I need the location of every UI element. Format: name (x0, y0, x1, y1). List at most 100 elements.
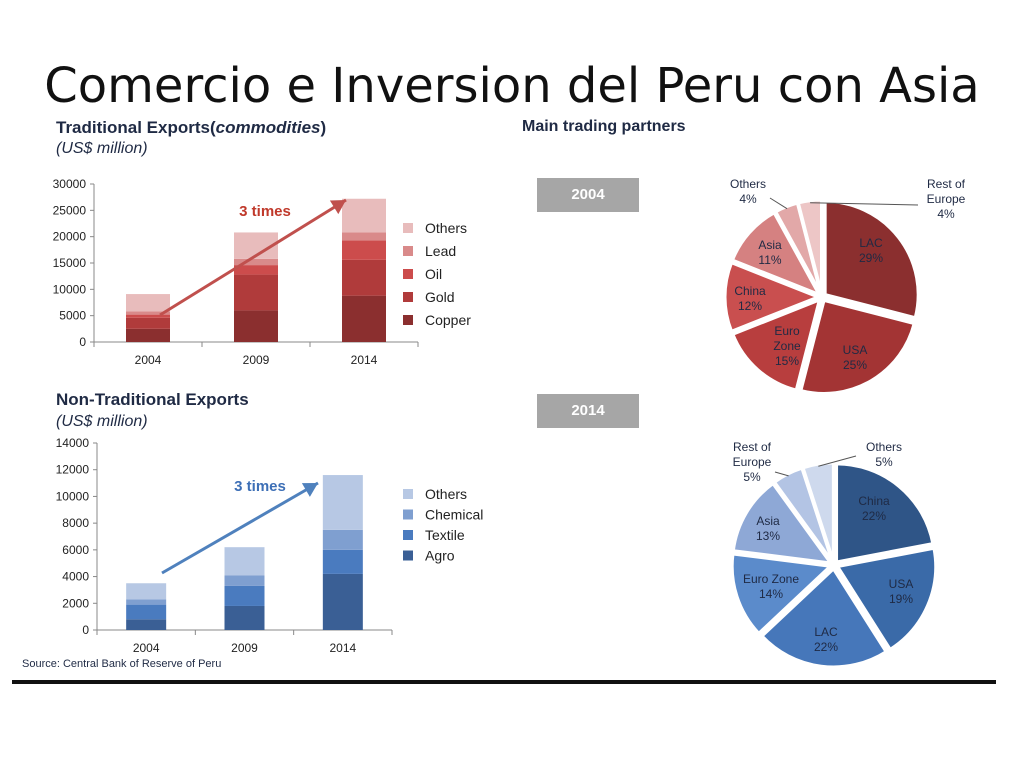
nontrad-bar-textile (224, 585, 265, 606)
nontrad-legend-swatch (403, 550, 413, 561)
pie2014-label-rest-of-europe: 5% (743, 470, 761, 484)
trad-bar-copper (234, 310, 278, 342)
nontrad-bar-textile (322, 549, 363, 574)
nontrad-y-tick-label: 2000 (62, 596, 89, 610)
pie2014-leader-others (818, 455, 857, 467)
trad-bar-gold (126, 317, 170, 329)
trad-x-tick-label: 2004 (135, 353, 162, 367)
non-traditional-exports-title: Non-Traditional Exports (56, 390, 249, 409)
trad-bar-gold (234, 274, 278, 311)
pie2004-label-euro-zone: Zone (773, 339, 801, 353)
trad-legend-swatch (403, 269, 413, 279)
nontrad-bar-others (322, 475, 363, 530)
nontrad-y-tick-label: 8000 (62, 516, 89, 530)
nontrad-y-tick-label: 12000 (56, 463, 90, 477)
nontrad-legend-swatch (403, 489, 413, 499)
traditional-exports-unit: (US$ million) (56, 140, 148, 157)
pie2004-leader-others (769, 197, 788, 210)
pie2004-label-china: 12% (738, 299, 762, 313)
nontrad-legend-label: Others (425, 486, 467, 502)
trad-bar-lead (234, 258, 278, 266)
pie2004-label-lac: LAC (859, 236, 883, 250)
pie2014-label-china: 22% (862, 509, 886, 523)
pie2004-slice-euro-zone (730, 297, 822, 392)
pie2004-label-rest-of-europe: Europe (927, 192, 966, 206)
nontrad-bar-others (126, 583, 167, 600)
pie2014-label-lac: 22% (814, 640, 838, 654)
trad-bar-lead (126, 311, 170, 315)
nontrad-y-tick-label: 6000 (62, 543, 89, 557)
nontrad-bar-chemical (126, 599, 167, 605)
trad-y-tick-label: 5000 (59, 309, 86, 323)
nontrad-bar-chemical (224, 575, 265, 586)
pie2014-slice-usa (835, 546, 938, 652)
trad-legend-label: Others (425, 220, 467, 236)
nontrad-bar-chemical (322, 529, 363, 550)
pie2004-slice-asia (730, 210, 823, 298)
nontrad-y-tick-label: 4000 (62, 570, 89, 584)
trad-bar-gold (342, 259, 386, 296)
trad-legend-swatch (403, 223, 413, 233)
trad-y-tick-label: 15000 (53, 256, 87, 270)
traditional-title-suffix: ) (320, 118, 327, 137)
trad-y-tick-label: 10000 (53, 282, 87, 296)
pie2004-slice-rest-of-europe (796, 198, 823, 294)
nontrad-bar-others (224, 547, 265, 576)
pie2004-label-asia: Asia (758, 238, 782, 252)
nontrad-x-tick-label: 2014 (329, 641, 356, 655)
trad-y-tick-label: 20000 (53, 230, 87, 244)
nontrad-legend-label: Chemical (425, 507, 483, 523)
nontrad-x-tick-label: 2009 (231, 641, 258, 655)
trad-legend-swatch (403, 315, 413, 325)
bottom-divider (12, 680, 996, 684)
trad-trend-arrowhead (329, 200, 346, 215)
nontrad-bar-agro (322, 573, 363, 630)
nontrad-legend-swatch (403, 530, 413, 540)
trad-bar-oil (342, 240, 386, 260)
non-traditional-exports-unit: (US$ million) (56, 413, 148, 430)
trad-legend-label: Copper (425, 312, 471, 328)
trad-bar-lead (342, 232, 386, 241)
nontrad-bar-agro (126, 619, 167, 630)
trad-y-tick-label: 30000 (53, 177, 87, 191)
year-2014-box: 2014 (537, 394, 639, 428)
trad-bar-oil (126, 314, 170, 318)
pie2014-slice-china (835, 462, 935, 564)
trad-bar-copper (342, 295, 386, 342)
pie2004-slice-china (723, 260, 823, 334)
nontrad-y-tick-label: 10000 (56, 489, 90, 503)
pie2014-label-rest-of-europe: Europe (733, 455, 772, 469)
nontrad-x-tick-label: 2004 (133, 641, 160, 655)
trad-y-tick-label: 25000 (53, 203, 87, 217)
traditional-title-prefix: Traditional Exports( (56, 118, 216, 137)
pie2004-label-asia: 11% (758, 253, 781, 267)
trad-x-tick-label: 2009 (243, 353, 270, 367)
trad-trend-arrow (159, 198, 347, 317)
pie2014-slice-euro-zone (730, 552, 834, 636)
trad-x-tick-label: 2014 (351, 353, 378, 367)
pie2014-label-others: 5% (875, 455, 893, 469)
pie2004-label-lac: 29% (859, 251, 883, 265)
nontrad-legend-label: Agro (425, 548, 455, 564)
trad-bar-others (342, 198, 386, 233)
pie2014-label-asia: 13% (756, 529, 780, 543)
pie2004-leader-rest-of-europe (810, 202, 919, 206)
pie2014-label-euro-zone: Euro Zone (743, 572, 799, 586)
pie2014-slice-others (801, 461, 835, 562)
nontrad-y-tick-label: 0 (82, 623, 89, 637)
trad-bar-oil (234, 265, 278, 275)
year-2004-box: 2004 (537, 178, 639, 212)
pie2014-slice-asia (731, 481, 834, 565)
pie2014-label-usa: USA (889, 577, 914, 591)
pie2014-label-euro-zone: 14% (759, 587, 783, 601)
pie2014-label-rest-of-europe: Rest of (733, 440, 772, 454)
pie2014-label-china: China (858, 494, 890, 508)
pie2004-label-euro-zone: 15% (775, 354, 799, 368)
trad-bar-others (126, 294, 170, 312)
nontrad-trend-arrow (161, 481, 319, 575)
pie2004-label-usa: USA (843, 343, 868, 357)
nontrad-annotation: 3 times (234, 478, 286, 495)
